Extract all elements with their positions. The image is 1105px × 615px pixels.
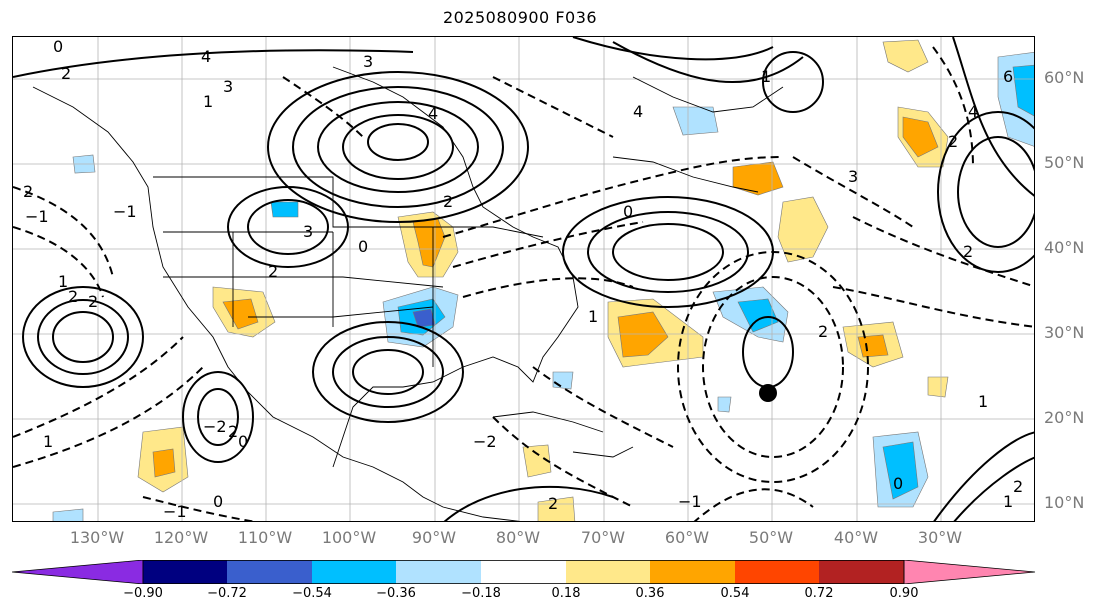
contour-label: 0 [238, 432, 248, 451]
contour-label: 2 [818, 322, 828, 341]
contour-label: −2 [473, 432, 497, 451]
colorbar-tick-label: −0.36 [376, 586, 416, 601]
colorbar-swatch [735, 560, 819, 584]
contour-label: −1 [25, 207, 49, 226]
contour-label: 2 [228, 422, 238, 441]
contour-label: 2 [68, 287, 78, 306]
colorbar-swatch [481, 560, 566, 584]
contour-label: 1 [1003, 492, 1013, 511]
contour-label: 4 [201, 47, 211, 66]
contour-label: −1 [163, 502, 187, 521]
contour-label: 3 [848, 167, 858, 186]
map-panel[interactable]: 0 2 4 3 1 −1 2 3 4 2 0 −1 2 4 3 2 1 2 −2… [12, 36, 1035, 522]
colorbar-tick-label: 0.54 [720, 586, 750, 601]
contour-label: −1 [113, 202, 137, 221]
lat-label: 10°N [1044, 493, 1085, 512]
storm-marker[interactable] [759, 384, 777, 402]
contour-label: 1 [761, 67, 771, 86]
contour-label: 2 [548, 494, 558, 513]
lat-label: 20°N [1044, 408, 1085, 427]
contour-label: −2 [203, 417, 227, 436]
colorbar-tick-label: 0.36 [635, 586, 665, 601]
contour-label: 0 [53, 37, 63, 56]
contour-label: 2 [88, 292, 98, 311]
colorbar-extend-high [903, 560, 1036, 584]
colorbar-tick-label: 0.72 [804, 586, 834, 601]
lon-label: 70°W [580, 528, 626, 547]
colorbar-tick-label: −0.90 [123, 586, 163, 601]
contour-label: 4 [968, 102, 978, 121]
contour-label: 2 [948, 132, 958, 151]
lon-label: 50°W [748, 528, 794, 547]
contour-label: 0 [358, 237, 368, 256]
lon-label: 80°W [495, 528, 541, 547]
lon-label: 110°W [237, 528, 293, 547]
contour-label: 1 [978, 392, 988, 411]
colorbar-tick-label: −0.72 [207, 586, 247, 601]
colorbar-swatch [143, 560, 227, 584]
lon-label: 90°W [411, 528, 457, 547]
contour-label: 4 [633, 102, 643, 121]
colorbar-tick-label: 0.90 [889, 586, 919, 601]
colorbar-swatch [650, 560, 735, 584]
contour-label: 2 [61, 64, 71, 83]
lon-label: 130°W [69, 528, 125, 547]
contour-label: 1 [588, 307, 598, 326]
contour-label: 2 [268, 262, 278, 281]
contour-label: 0 [623, 202, 633, 221]
contour-labels: 0 2 4 3 1 −1 2 3 4 2 0 −1 2 4 3 2 1 2 −2… [23, 37, 1023, 521]
contour-label: 2 [23, 182, 33, 201]
colorbar-swatch [566, 560, 650, 584]
colorbar-swatch [819, 560, 904, 584]
colorbar-swatch [312, 560, 396, 584]
positive-shading [137, 39, 949, 521]
contour-label: 0 [213, 492, 223, 511]
contour-label: 1 [43, 432, 53, 451]
lon-label: 60°W [664, 528, 710, 547]
colorbar [12, 560, 1036, 584]
contour-label: 1 [58, 272, 68, 291]
contour-label: 2 [963, 242, 973, 261]
colorbar-extend-low [12, 560, 144, 584]
lat-label: 30°N [1044, 323, 1085, 342]
colorbar-tick-label: −0.18 [461, 586, 501, 601]
lon-label: 120°W [153, 528, 209, 547]
contour-label: 2 [443, 192, 453, 211]
lat-label: 50°N [1044, 153, 1085, 172]
colorbar-tick-label: 0.18 [551, 586, 581, 601]
contour-label: 3 [363, 52, 373, 71]
lat-label: 60°N [1044, 68, 1085, 87]
contour-label: 3 [303, 222, 313, 241]
contour-label: 4 [428, 104, 438, 123]
contour-label: 6 [1003, 67, 1013, 86]
dashed-contours [13, 46, 1034, 521]
contour-label: −1 [678, 492, 702, 511]
lon-label: 40°W [833, 528, 879, 547]
contour-label: 1 [203, 92, 213, 111]
lon-label: 100°W [321, 528, 377, 547]
contour-label: 0 [893, 474, 903, 493]
lon-label: 30°W [917, 528, 963, 547]
colorbar-tick-label: −0.54 [292, 586, 332, 601]
colorbar-swatch [227, 560, 312, 584]
lat-label: 40°N [1044, 238, 1085, 257]
map-canvas: 0 2 4 3 1 −1 2 3 4 2 0 −1 2 4 3 2 1 2 −2… [13, 37, 1034, 521]
contour-label: 3 [223, 77, 233, 96]
colorbar-swatch [396, 560, 481, 584]
map-title: 2025080900 F036 [442, 8, 598, 27]
solid-contours [13, 37, 1034, 521]
contour-label: 2 [1013, 477, 1023, 496]
